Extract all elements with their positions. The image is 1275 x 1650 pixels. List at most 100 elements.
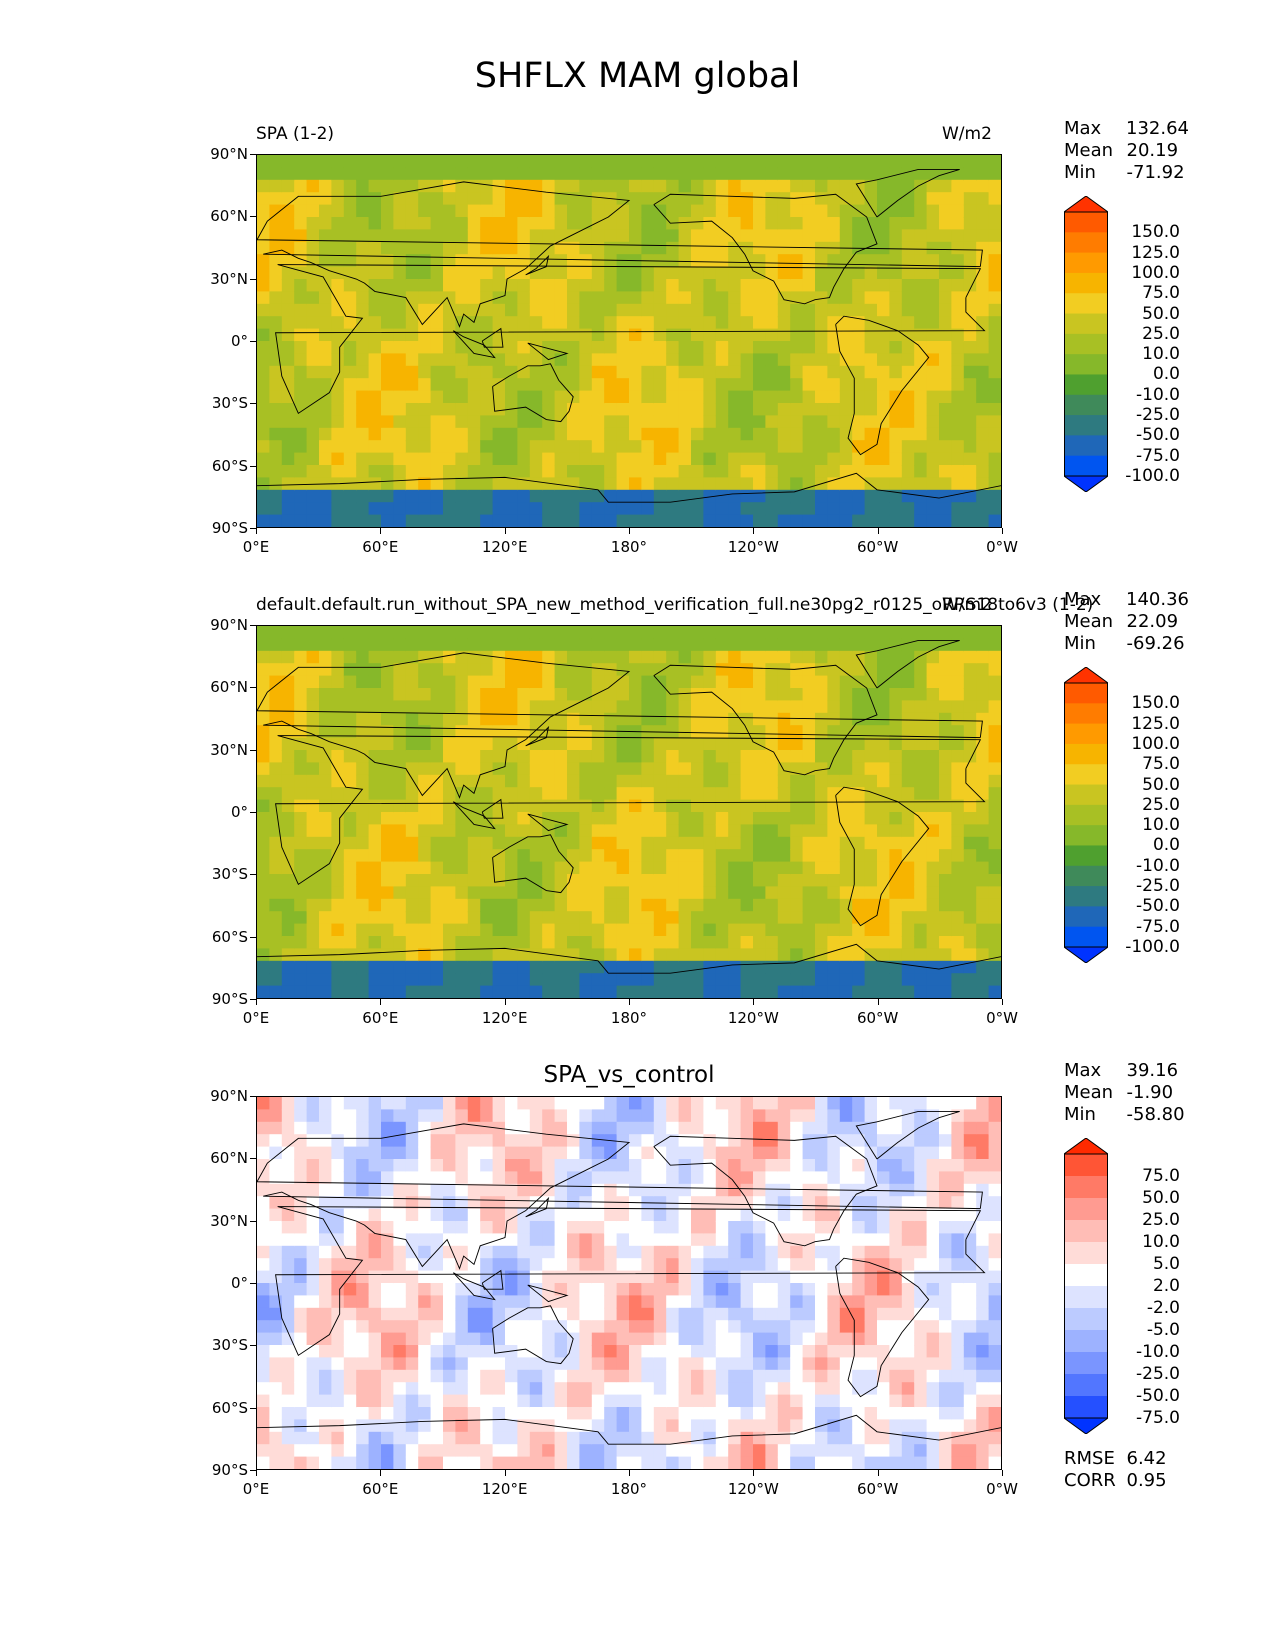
colorbar-tick-label: 25.0 xyxy=(1142,1210,1180,1230)
stat-label: Max xyxy=(1064,118,1102,139)
lon-tick-mark xyxy=(629,528,630,534)
colorbar-tick-label: -75.0 xyxy=(1136,1408,1180,1428)
stat-row: Mean -1.90 xyxy=(1064,1082,1189,1104)
lat-tick-mark xyxy=(250,1158,256,1160)
lon-tick-mark xyxy=(877,528,879,534)
lat-tick-label: 30°N xyxy=(210,269,248,288)
error-stats: RMSE 6.42 CORR 0.95 xyxy=(1064,1448,1189,1492)
stat-value: 140.36 xyxy=(1126,589,1189,610)
stat-row: Min -71.92 xyxy=(1064,162,1189,184)
stat-label: Mean xyxy=(1064,1082,1114,1103)
lon-tick-label: 120°E xyxy=(481,1009,528,1027)
lon-tick-label: 0°W xyxy=(986,1009,1018,1027)
lat-tick-mark xyxy=(250,687,256,689)
lat-tick-label: 30°S xyxy=(211,394,248,413)
stat-value: 22.09 xyxy=(1126,611,1179,632)
lat-tick-label: 90°S xyxy=(211,519,248,537)
stat-value: 39.16 xyxy=(1126,1060,1179,1081)
summary-stats: Max 140.36 Mean 22.09 Min -69.26 xyxy=(1064,589,1189,655)
lat-tick-mark xyxy=(250,465,256,467)
stat-label: Mean xyxy=(1064,611,1114,632)
colorbar-tick-label: 100.0 xyxy=(1131,733,1180,754)
lat-tick-mark xyxy=(250,1407,256,1409)
stat-label: Min xyxy=(1064,633,1096,654)
colorbar-tick-label: 25.0 xyxy=(1142,794,1180,815)
colorbar-tick-label: 75.0 xyxy=(1142,754,1180,775)
lon-tick-mark xyxy=(753,528,755,534)
summary-stats: Max 132.64 Mean 20.19 Min -71.92 xyxy=(1064,118,1189,184)
lon-tick-label: 120°W xyxy=(727,1009,779,1027)
lat-tick-label: 60°S xyxy=(211,1398,248,1417)
lat-tick-label: 0° xyxy=(230,332,248,350)
colorbar-tick-label: 2.0 xyxy=(1152,1276,1180,1296)
lat-tick-label: 60°S xyxy=(211,456,248,475)
colorbar-tick-label: 75.0 xyxy=(1142,1166,1180,1186)
colorbar-tick-label: -5.0 xyxy=(1146,1320,1180,1340)
colorbar-tick-label: 125.0 xyxy=(1131,242,1180,263)
lon-tick-mark xyxy=(629,999,630,1005)
stat-label: Max xyxy=(1064,1060,1102,1081)
lon-tick-label: 0°W xyxy=(986,538,1018,556)
stat-row: RMSE 6.42 xyxy=(1064,1448,1189,1470)
panel-units: W/m2 xyxy=(942,124,992,144)
coastlines xyxy=(257,169,1001,503)
lat-tick-label: 30°N xyxy=(210,1211,248,1230)
lat-tick-label: 90°S xyxy=(211,1461,248,1479)
lat-tick-label: 60°N xyxy=(210,678,248,697)
summary-stats: Max 39.16 Mean -1.90 Min -58.80 xyxy=(1064,1060,1189,1126)
lon-tick-mark xyxy=(877,999,879,1005)
lon-tick-mark xyxy=(504,1470,506,1476)
map-plot xyxy=(257,1097,1001,1469)
lon-tick-label: 120°W xyxy=(727,1480,779,1498)
lat-tick-mark xyxy=(250,528,256,529)
stat-value: 6.42 xyxy=(1126,1448,1167,1469)
lat-tick-label: 60°N xyxy=(210,207,248,226)
colorbar-tick-label: 5.0 xyxy=(1152,1254,1180,1274)
lon-tick-mark xyxy=(256,528,257,534)
stat-value: 132.64 xyxy=(1126,118,1189,139)
colorbar xyxy=(1062,195,1110,493)
colorbar-tick-label: 100.0 xyxy=(1131,262,1180,283)
lat-tick-mark xyxy=(250,403,256,405)
stat-row: Max 140.36 xyxy=(1064,589,1189,611)
stat-label: CORR xyxy=(1064,1470,1116,1491)
colorbar-tick-label: 50.0 xyxy=(1142,303,1180,324)
lon-tick-mark xyxy=(256,1470,257,1476)
lon-tick-mark xyxy=(380,528,382,534)
lon-tick-label: 60°E xyxy=(362,1480,399,1498)
colorbar-tick-label: -50.0 xyxy=(1136,896,1180,917)
lon-tick-label: 60°W xyxy=(856,1009,899,1027)
stat-label: Mean xyxy=(1064,140,1114,161)
colorbar-tick-label: -25.0 xyxy=(1136,1364,1180,1384)
colorbar-tick-label: 150.0 xyxy=(1131,693,1180,714)
panel-left-title: default.default.run_without_SPA_new_meth… xyxy=(256,595,1094,615)
coastlines xyxy=(257,1111,1001,1445)
colorbar-tick-label: 50.0 xyxy=(1142,774,1180,795)
colorbar-tick-label: 50.0 xyxy=(1142,1188,1180,1208)
map-panel xyxy=(256,625,1002,999)
coastlines xyxy=(257,640,1001,974)
lat-tick-mark xyxy=(250,216,256,218)
stat-value: -69.26 xyxy=(1126,633,1185,654)
panel-left-title: SPA (1-2) xyxy=(256,124,335,144)
colorbar-tick-label: -10.0 xyxy=(1136,384,1180,405)
lon-tick-mark xyxy=(380,1470,382,1476)
lat-tick-mark xyxy=(250,625,256,626)
stat-row: Min -69.26 xyxy=(1064,633,1189,655)
lat-tick-label: 60°S xyxy=(211,927,248,946)
colorbar-tick-label: -50.0 xyxy=(1136,1386,1180,1406)
lat-tick-label: 90°N xyxy=(210,616,248,634)
lat-tick-label: 90°N xyxy=(210,1087,248,1105)
colorbar-tick-label: -25.0 xyxy=(1136,876,1180,897)
lon-tick-label: 0°E xyxy=(242,1480,270,1498)
lon-tick-mark xyxy=(877,1470,879,1476)
colorbar-tick-label: -50.0 xyxy=(1136,425,1180,446)
lat-tick-label: 30°S xyxy=(211,865,248,884)
lon-tick-label: 0°E xyxy=(242,538,270,556)
lat-tick-mark xyxy=(250,749,256,751)
stat-value: -1.90 xyxy=(1126,1082,1174,1103)
panel-center-title: SPA_vs_control xyxy=(543,1062,715,1088)
colorbar-tick-label: 150.0 xyxy=(1131,222,1180,243)
lat-tick-mark xyxy=(250,1096,256,1097)
lat-tick-mark xyxy=(250,812,256,813)
